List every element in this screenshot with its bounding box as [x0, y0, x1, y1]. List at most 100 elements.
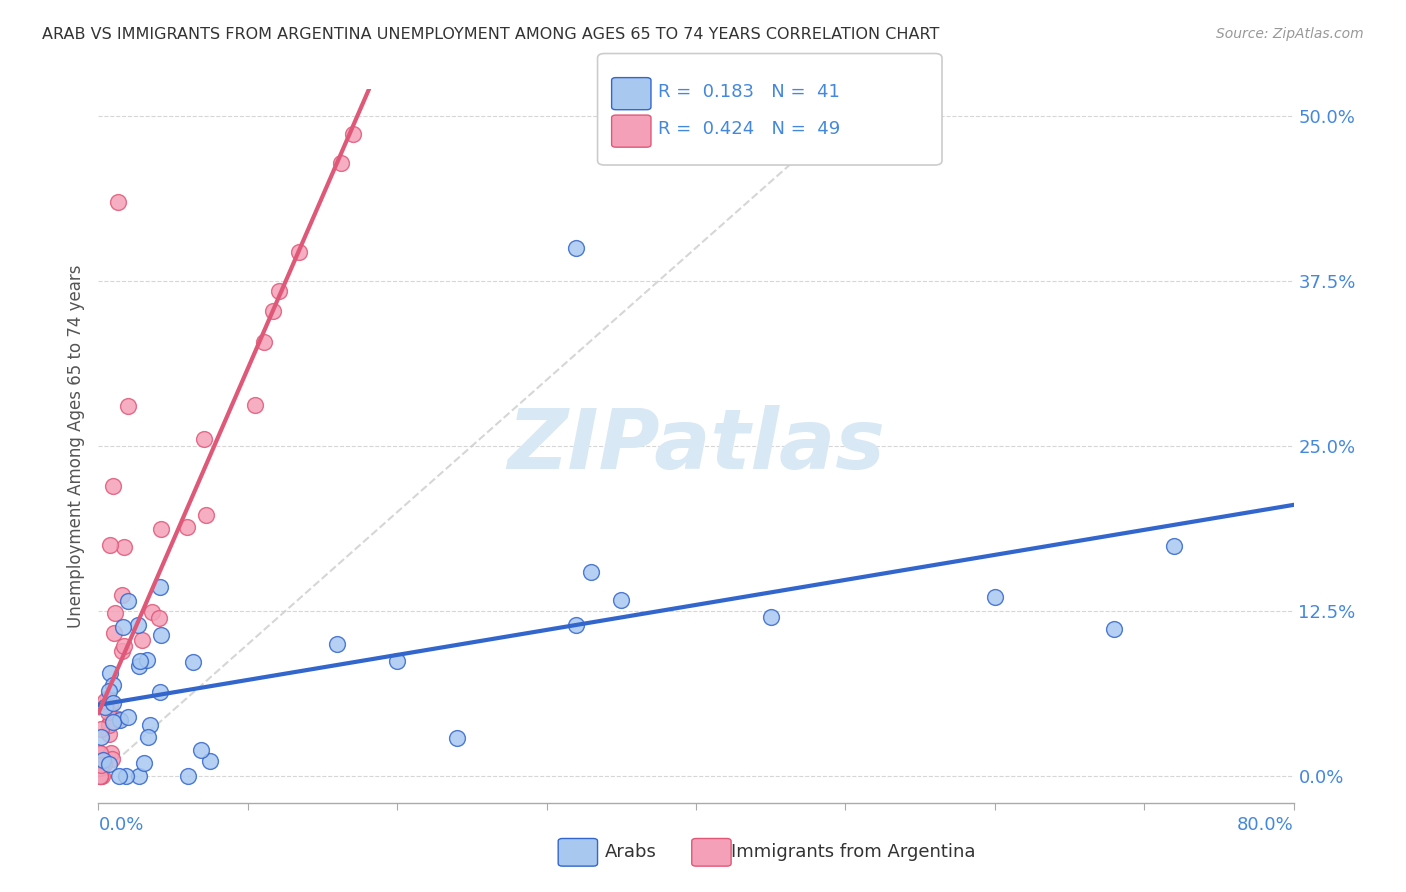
Point — [94, 700, 117, 714]
Point — [759, 610, 782, 624]
Point — [97, 757, 120, 772]
Text: Arabs: Arabs — [605, 843, 657, 861]
Point — [107, 712, 129, 726]
Point — [149, 685, 172, 699]
Point — [101, 713, 124, 727]
Point — [132, 756, 155, 770]
Point — [100, 665, 122, 680]
Point — [103, 478, 125, 492]
Point — [93, 756, 115, 770]
Point — [111, 620, 134, 634]
Point — [385, 654, 409, 668]
Point — [97, 691, 120, 706]
Point — [342, 127, 364, 141]
Point — [565, 241, 588, 255]
Point — [112, 540, 135, 554]
Point — [128, 769, 150, 783]
Point — [97, 726, 120, 740]
Point — [101, 752, 124, 766]
Text: 0.0%: 0.0% — [98, 816, 143, 834]
Point — [326, 637, 349, 651]
Point — [581, 565, 603, 579]
Point — [176, 520, 198, 534]
Point — [97, 717, 120, 731]
Text: Immigrants from Argentina: Immigrants from Argentina — [731, 843, 976, 861]
Point — [91, 753, 114, 767]
Point — [94, 694, 117, 708]
Point — [89, 769, 111, 783]
Point — [93, 756, 115, 771]
Point — [181, 655, 204, 669]
Point — [149, 581, 172, 595]
Point — [139, 717, 162, 731]
Point — [96, 705, 118, 719]
Point — [89, 761, 111, 775]
Text: ARAB VS IMMIGRANTS FROM ARGENTINA UNEMPLOYMENT AMONG AGES 65 TO 74 YEARS CORRELA: ARAB VS IMMIGRANTS FROM ARGENTINA UNEMPL… — [42, 27, 939, 42]
Point — [446, 731, 468, 745]
Point — [89, 769, 111, 783]
Text: Source: ZipAtlas.com: Source: ZipAtlas.com — [1216, 27, 1364, 41]
Point — [131, 632, 153, 647]
Point — [100, 746, 122, 760]
Point — [98, 698, 121, 713]
Point — [89, 769, 111, 783]
Point — [253, 335, 276, 350]
Point — [565, 617, 588, 632]
Point — [176, 769, 198, 783]
Point — [1104, 622, 1126, 636]
Point — [90, 769, 112, 783]
Point — [136, 730, 159, 744]
Point — [98, 538, 122, 552]
Point — [90, 757, 112, 772]
Point — [115, 769, 138, 783]
Point — [129, 654, 152, 668]
Point — [104, 607, 127, 621]
Point — [111, 644, 134, 658]
Point — [98, 717, 121, 731]
Point — [90, 755, 112, 769]
Point — [101, 714, 124, 729]
Point — [117, 593, 139, 607]
Point — [198, 754, 221, 768]
Point — [148, 610, 170, 624]
Text: R =  0.183   N =  41: R = 0.183 N = 41 — [658, 83, 839, 101]
Point — [135, 652, 157, 666]
Point — [112, 639, 135, 653]
Point — [94, 698, 117, 713]
Point — [108, 769, 131, 783]
Point — [262, 304, 284, 318]
Point — [117, 710, 139, 724]
Point — [117, 400, 139, 414]
Point — [1163, 539, 1185, 553]
Point — [101, 697, 124, 711]
Y-axis label: Unemployment Among Ages 65 to 74 years: Unemployment Among Ages 65 to 74 years — [66, 264, 84, 628]
Point — [141, 606, 163, 620]
Point — [330, 156, 353, 170]
Point — [107, 194, 129, 209]
Point — [90, 747, 112, 761]
Point — [150, 628, 173, 642]
Point — [243, 398, 266, 412]
Point — [287, 245, 309, 260]
Point — [269, 284, 291, 298]
Point — [193, 432, 215, 446]
Point — [190, 743, 212, 757]
Point — [149, 522, 172, 536]
Text: ZIPatlas: ZIPatlas — [508, 406, 884, 486]
Point — [984, 590, 1007, 604]
Point — [127, 618, 149, 632]
Point — [89, 769, 111, 783]
Point — [98, 684, 121, 698]
Point — [108, 713, 131, 727]
Point — [89, 746, 111, 760]
Text: 80.0%: 80.0% — [1237, 816, 1294, 834]
Point — [610, 592, 633, 607]
Text: R =  0.424   N =  49: R = 0.424 N = 49 — [658, 120, 841, 138]
Point — [90, 730, 112, 744]
Point — [103, 626, 125, 640]
Point — [128, 658, 150, 673]
Point — [111, 588, 134, 602]
Point — [90, 722, 112, 736]
Point — [101, 678, 124, 692]
Point — [195, 508, 218, 522]
